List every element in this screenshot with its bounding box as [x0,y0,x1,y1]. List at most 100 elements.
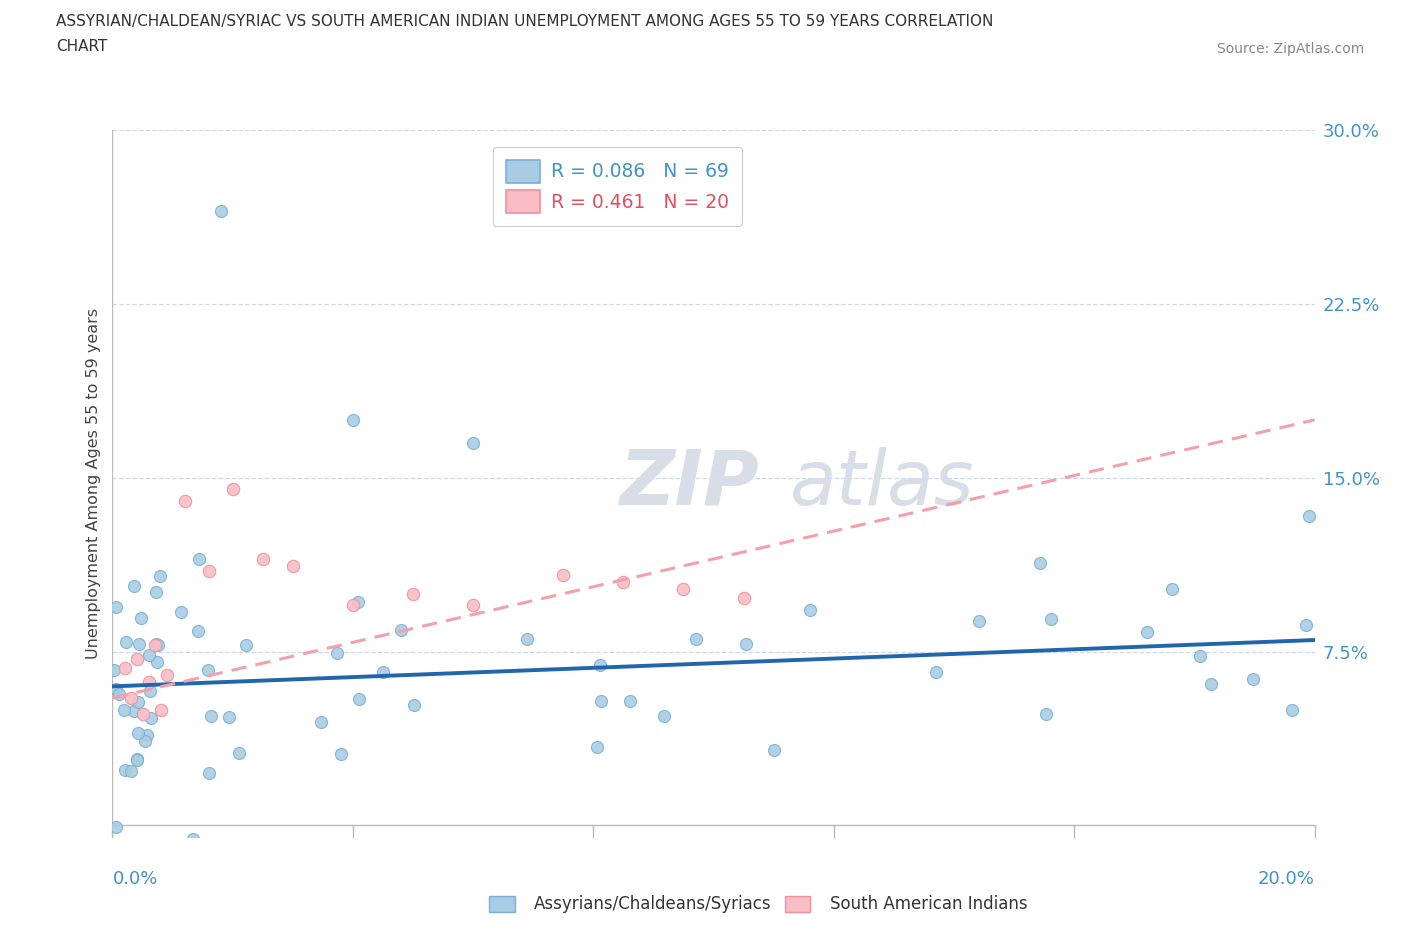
Point [155,668,177,683]
Point [149,702,172,717]
Point [347,594,370,609]
Point [389,623,412,638]
Point [173,494,195,509]
Point [589,658,612,672]
Point [138,648,160,663]
Point [235,637,257,652]
Point [763,742,786,757]
Text: ASSYRIAN/CHALDEAN/SYRIAC VS SOUTH AMERICAN INDIAN UNEMPLOYMENT AMONG AGES 55 TO : ASSYRIAN/CHALDEAN/SYRIAC VS SOUTH AMERIC… [56,14,994,29]
Point [404,698,426,712]
Point [198,765,221,780]
Point [139,684,162,698]
Point [1029,555,1052,570]
Point [553,567,575,582]
Point [125,651,148,666]
Point [104,819,127,834]
Point [591,694,613,709]
Point [108,686,131,701]
Point [326,645,349,660]
Point [733,591,755,605]
Point [1295,618,1317,632]
Point [1199,676,1222,691]
Point [349,692,371,707]
Point [127,695,149,710]
Point [329,747,352,762]
Point [1035,707,1057,722]
Text: South American Indians: South American Indians [830,895,1028,913]
Point [127,725,149,740]
Point [115,634,138,649]
Point [170,604,193,619]
Text: atlas: atlas [790,446,974,521]
Point [612,575,634,590]
Point [228,746,250,761]
Point [252,551,274,566]
Point [734,637,756,652]
Point [925,664,948,679]
Point [967,614,990,629]
Point [145,636,167,651]
Point [105,599,128,614]
Point [197,662,219,677]
Point [1136,625,1159,640]
Point [309,714,332,729]
Point [1281,702,1303,717]
Point [125,753,148,768]
Point [131,610,153,625]
Point [148,568,170,583]
Y-axis label: Unemployment Among Ages 55 to 59 years: Unemployment Among Ages 55 to 59 years [86,308,101,659]
Text: CHART: CHART [56,39,108,54]
Point [342,412,364,427]
Point [104,682,127,697]
Point [125,751,148,766]
Point [516,631,538,646]
Point [652,708,675,723]
Point [120,690,142,705]
Point [128,637,150,652]
Point [685,631,707,646]
Point [1298,509,1320,524]
Point [187,551,209,566]
Point [136,727,159,742]
Point [138,674,160,689]
Point [342,598,364,613]
Point [461,598,484,613]
Text: 20.0%: 20.0% [1258,870,1315,887]
Point [197,563,219,578]
Point [120,764,142,779]
Point [143,637,166,652]
Point [209,204,232,219]
Point [103,662,125,677]
Point [139,711,162,725]
Text: Source: ZipAtlas.com: Source: ZipAtlas.com [1216,42,1364,56]
Point [373,664,395,679]
Point [1241,671,1264,686]
Point [799,603,821,618]
Point [114,763,136,777]
Point [218,710,240,724]
Point [181,831,204,846]
Point [122,578,145,593]
Point [146,655,169,670]
Legend: R = 0.086   N = 69, R = 0.461   N = 20: R = 0.086 N = 69, R = 0.461 N = 20 [492,147,742,226]
Point [1039,612,1062,627]
Point [672,581,695,596]
Point [200,708,222,723]
Text: 0.0%: 0.0% [112,870,157,887]
Point [111,854,134,869]
Text: ZIP: ZIP [620,446,759,521]
Point [586,739,609,754]
Point [402,586,425,601]
Point [134,734,156,749]
Point [114,660,136,675]
Point [1161,582,1184,597]
Point [281,558,304,573]
Point [461,435,484,450]
Point [131,707,153,722]
Point [619,694,641,709]
Point [1188,648,1211,663]
Point [122,704,145,719]
Point [187,624,209,639]
Point [145,584,167,599]
Point [112,703,135,718]
